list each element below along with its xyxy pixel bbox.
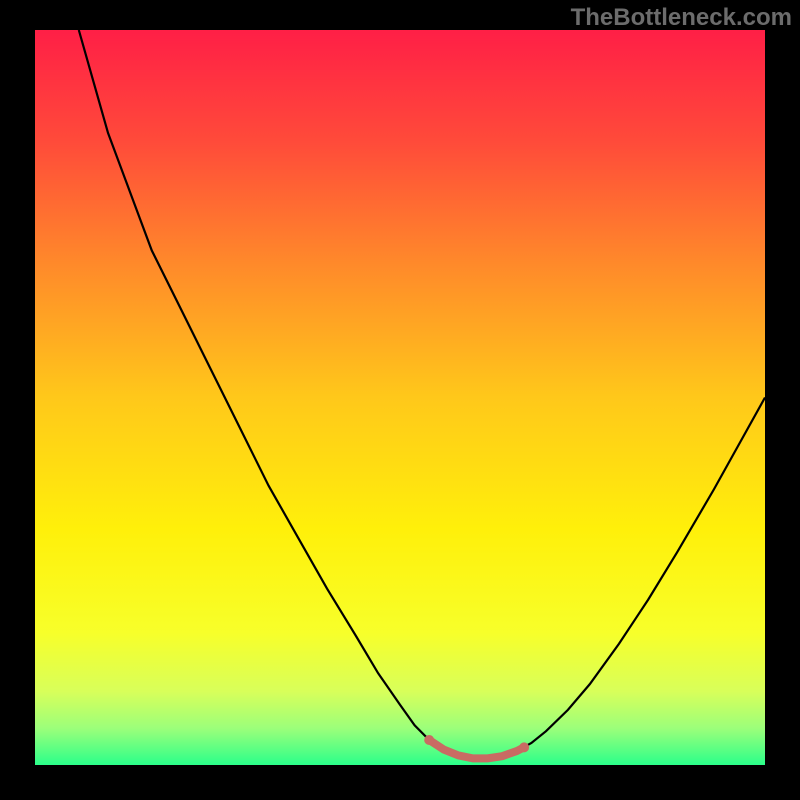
chart-plot-area xyxy=(35,30,765,765)
bottleneck-chart xyxy=(0,0,800,800)
chart-container: TheBottleneck.com xyxy=(0,0,800,800)
valley-endpoint-dot xyxy=(519,742,529,752)
valley-endpoint-dot xyxy=(424,735,434,745)
